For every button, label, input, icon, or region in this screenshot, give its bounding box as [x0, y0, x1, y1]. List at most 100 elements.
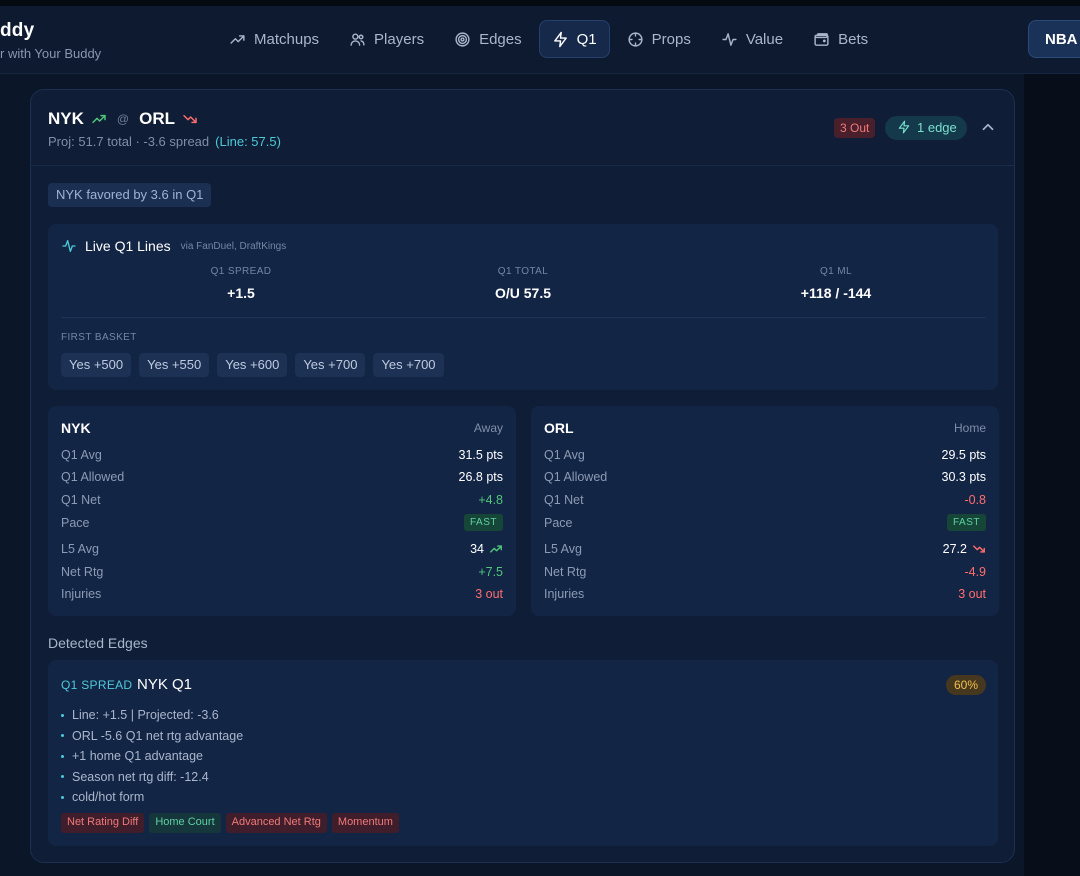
injury-out-badge: 3 Out — [834, 118, 876, 138]
first-basket-odds: Yes +500 Yes +550 Yes +600 Yes +700 Yes … — [61, 353, 444, 377]
team-side: Away — [473, 421, 503, 435]
lightning-icon — [898, 120, 910, 134]
projection-summary: Proj: 51.7 total · -3.6 spread — [48, 134, 210, 149]
window-top-strip — [0, 0, 1080, 6]
game-card: NYK @ ORL Proj: 51.7 total · -3.6 spread… — [30, 89, 1015, 863]
stat-row-q1-allowed: Q1 Allowed 26.8 pts — [61, 470, 503, 490]
stat-value: -4.9 — [964, 565, 986, 579]
q1-ml-column: Q1 ML +118 / -144 — [706, 266, 966, 301]
column-label: Q1 TOTAL — [497, 266, 549, 277]
stat-value: +7.5 — [478, 565, 503, 579]
edge-card[interactable]: Q1 SPREAD NYK Q1 60% Line: +1.5 | Projec… — [48, 660, 998, 846]
nav-label: Edges — [479, 30, 522, 48]
team-name: NYK — [61, 420, 91, 436]
column-label: Q1 SPREAD — [210, 266, 272, 277]
stat-label: Net Rtg — [544, 565, 587, 579]
at-symbol: @ — [116, 112, 130, 126]
stat-row-q1-avg: Q1 Avg 31.5 pts — [61, 448, 503, 468]
stat-value: FAST — [946, 514, 986, 531]
pace-badge: FAST — [946, 514, 986, 531]
first-basket-chip[interactable]: Yes +600 — [217, 353, 288, 377]
stat-label: L5 Avg — [544, 542, 583, 556]
column-value: +118 / -144 — [800, 285, 872, 301]
list-item: ORL -5.6 Q1 net rtg advantage — [61, 726, 243, 747]
trending-up-icon — [490, 545, 502, 553]
stat-label: Injuries — [61, 587, 102, 601]
edge-pick-name: NYK Q1 — [137, 676, 193, 693]
users-icon — [350, 32, 365, 46]
first-basket-label: FIRST BASKET — [61, 332, 137, 343]
column-label: Q1 ML — [819, 266, 852, 277]
pace-badge: FAST — [463, 514, 503, 531]
stat-label: L5 Avg — [61, 542, 100, 556]
stat-row-l5-avg: L5 Avg 27.2 — [544, 542, 986, 562]
nav-label: Bets — [838, 30, 869, 48]
nav-label: Value — [745, 30, 784, 48]
stat-value: 26.8 pts — [458, 470, 503, 484]
stat-value: 27.2 — [943, 542, 986, 556]
stat-row-q1-avg: Q1 Avg 29.5 pts — [544, 448, 986, 468]
stat-label: Q1 Allowed — [544, 470, 608, 484]
detected-edges-heading: Detected Edges — [48, 635, 148, 651]
trending-up-icon — [91, 111, 107, 127]
nav-bets[interactable]: Bets — [800, 20, 881, 58]
bullet-dot — [61, 734, 64, 738]
live-lines-title: Live Q1 Lines — [85, 238, 171, 254]
nav-label: Props — [651, 30, 691, 48]
bullet-dot — [61, 795, 64, 799]
first-basket-chip[interactable]: Yes +700 — [373, 353, 444, 377]
stat-row-l5-avg: L5 Avg 34 — [61, 542, 503, 562]
stat-label: Pace — [544, 516, 573, 530]
stat-label: Injuries — [544, 587, 585, 601]
edge-type-label: Q1 SPREAD — [61, 678, 133, 692]
stat-row-q1-net: Q1 Net -0.8 — [544, 493, 986, 513]
stat-row-net-rtg: Net Rtg -4.9 — [544, 565, 986, 585]
edge-reasons-list: Line: +1.5 | Projected: -3.6 ORL -5.6 Q1… — [61, 705, 243, 808]
bullet-dot — [61, 775, 64, 779]
game-card-header[interactable]: NYK @ ORL Proj: 51.7 total · -3.6 spread… — [31, 90, 1014, 166]
nav-edges[interactable]: Edges — [441, 20, 535, 58]
bullet-dot — [61, 754, 64, 758]
stat-label: Net Rtg — [61, 565, 104, 579]
activity-icon — [62, 240, 76, 252]
nav-q1[interactable]: Q1 — [538, 20, 610, 58]
away-team-stats: NYK Away Q1 Avg 31.5 pts Q1 Allowed 26.8… — [48, 406, 516, 616]
first-basket-chip[interactable]: Yes +500 — [61, 353, 132, 377]
right-gutter — [1024, 74, 1080, 876]
nav-players[interactable]: Players — [336, 20, 437, 58]
list-item: Season net rtg diff: -12.4 — [61, 767, 243, 788]
first-basket-chip[interactable]: Yes +550 — [139, 353, 210, 377]
app-title: ddy — [0, 20, 35, 41]
nav-props[interactable]: Props — [614, 20, 704, 58]
app-subtitle: r with Your Buddy — [0, 46, 102, 61]
first-basket-chip[interactable]: Yes +700 — [295, 353, 366, 377]
chevron-up-icon[interactable] — [979, 118, 997, 136]
league-selector-button[interactable]: NBA — [1028, 20, 1080, 58]
trending-down-icon — [182, 111, 198, 127]
divider — [61, 317, 985, 318]
stat-label: Q1 Net — [61, 493, 101, 507]
list-item: Line: +1.5 | Projected: -3.6 — [61, 705, 243, 726]
q1-spread-column: Q1 SPREAD +1.5 — [111, 266, 371, 301]
list-item: cold/hot form — [61, 787, 243, 808]
matchup-title: NYK @ ORL — [48, 109, 198, 129]
nav-label: Players — [374, 30, 425, 48]
stat-value: +4.8 — [478, 493, 503, 507]
stat-value: -0.8 — [964, 493, 986, 507]
nav-value[interactable]: Value — [708, 20, 796, 58]
live-lines-source: via FanDuel, DraftKings — [180, 240, 287, 252]
live-lines-header: Live Q1 Lines via FanDuel, DraftKings — [61, 238, 286, 254]
stat-value: 30.3 pts — [941, 470, 986, 484]
nav-matchups[interactable]: Matchups — [216, 20, 332, 58]
top-navbar: ddy r with Your Buddy Matchups Players E… — [0, 6, 1080, 74]
reason-text: cold/hot form — [72, 790, 145, 805]
reason-text: +1 home Q1 advantage — [72, 749, 203, 764]
team-name: ORL — [544, 420, 574, 436]
stat-label: Pace — [61, 516, 90, 530]
stat-value: 29.5 pts — [941, 448, 986, 462]
nav-label: Q1 — [576, 30, 597, 48]
trending-up-icon — [230, 34, 245, 44]
home-team-stats: ORL Home Q1 Avg 29.5 pts Q1 Allowed 30.3… — [531, 406, 999, 616]
column-value: +1.5 — [227, 285, 255, 301]
factor-tag: Momentum — [331, 813, 399, 833]
